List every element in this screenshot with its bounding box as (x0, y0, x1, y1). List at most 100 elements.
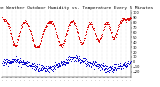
Point (83, 37, 86, 39)
Point (54, 65, 57, 66)
Point (94, 34, 96, 35)
Point (63, 40, 66, 42)
Point (36, 46, 38, 47)
Point (85, 32, 88, 33)
Point (30, 66, 32, 67)
Point (37, 70, 40, 72)
Point (107, 70, 110, 72)
Point (57, 40, 60, 42)
Point (61, 44, 64, 45)
Point (71, 21, 73, 22)
Point (82, 41, 85, 42)
Point (29, 65, 31, 66)
Point (101, 68, 104, 70)
Point (123, 18, 125, 19)
Point (62, 63, 65, 64)
Point (80, 41, 83, 43)
Point (81, 44, 84, 45)
Point (56, 64, 59, 65)
Point (108, 26, 111, 28)
Point (59, 64, 61, 66)
Point (47, 22, 50, 23)
Point (23, 22, 26, 24)
Point (127, 19, 130, 20)
Point (43, 69, 46, 71)
Point (1, 62, 4, 63)
Point (119, 67, 122, 69)
Point (19, 57, 22, 58)
Point (22, 59, 24, 61)
Point (40, 37, 43, 38)
Point (90, 63, 93, 64)
Point (48, 67, 50, 68)
Point (40, 70, 42, 71)
Point (24, 62, 27, 63)
Point (117, 67, 119, 69)
Point (57, 66, 60, 68)
Point (50, 67, 52, 68)
Point (77, 58, 79, 60)
Point (58, 62, 60, 63)
Point (2, 64, 4, 66)
Point (70, 21, 72, 22)
Point (60, 44, 62, 45)
Point (118, 23, 121, 24)
Point (42, 67, 45, 69)
Point (9, 32, 12, 33)
Point (101, 33, 104, 34)
Point (105, 67, 107, 69)
Point (68, 59, 70, 60)
Point (26, 24, 29, 25)
Point (53, 69, 56, 70)
Point (86, 64, 89, 65)
Point (69, 56, 72, 58)
Point (102, 63, 104, 64)
Point (12, 45, 15, 46)
Point (97, 41, 100, 42)
Point (69, 22, 72, 23)
Point (94, 33, 96, 34)
Point (129, 62, 131, 63)
Point (3, 62, 6, 64)
Point (5, 21, 8, 22)
Point (124, 65, 127, 66)
Point (106, 21, 109, 22)
Point (28, 62, 30, 63)
Point (120, 22, 122, 23)
Point (45, 70, 48, 71)
Point (4, 18, 6, 20)
Point (92, 61, 95, 63)
Point (19, 31, 22, 32)
Point (6, 61, 9, 62)
Point (90, 23, 92, 25)
Point (4, 20, 7, 21)
Point (64, 35, 66, 37)
Point (125, 65, 128, 67)
Point (54, 61, 56, 62)
Point (29, 29, 32, 31)
Point (82, 62, 85, 63)
Point (67, 61, 69, 62)
Point (124, 62, 126, 63)
Point (19, 66, 22, 68)
Point (128, 20, 130, 21)
Point (94, 64, 97, 66)
Point (31, 66, 33, 67)
Point (84, 65, 87, 67)
Point (125, 63, 128, 65)
Point (35, 69, 38, 70)
Point (10, 35, 12, 37)
Point (74, 57, 76, 58)
Point (11, 61, 13, 63)
Point (72, 58, 74, 59)
Point (26, 65, 28, 66)
Point (32, 43, 35, 44)
Point (95, 66, 98, 67)
Point (116, 29, 119, 30)
Point (16, 39, 19, 41)
Point (111, 35, 113, 37)
Point (47, 66, 49, 67)
Point (71, 56, 74, 58)
Point (76, 31, 79, 32)
Point (59, 45, 61, 46)
